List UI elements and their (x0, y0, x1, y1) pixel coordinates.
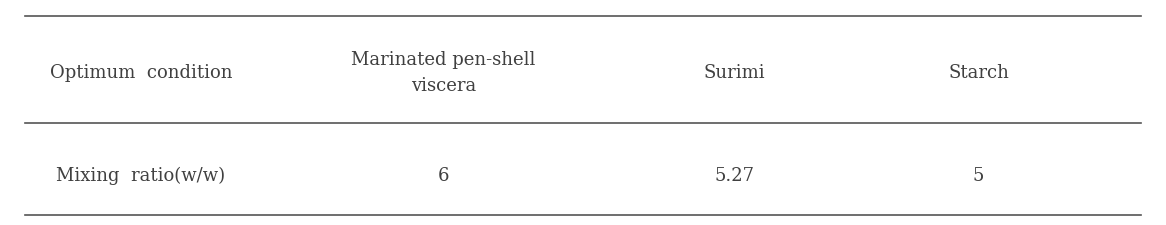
Text: 5.27: 5.27 (715, 166, 754, 184)
Text: 5: 5 (972, 166, 984, 184)
Text: Marinated pen-shell
viscera: Marinated pen-shell viscera (351, 50, 535, 94)
Text: Mixing  ratio(w/w): Mixing ratio(w/w) (56, 166, 225, 184)
Text: Starch: Starch (948, 63, 1009, 81)
Text: Optimum  condition: Optimum condition (50, 63, 232, 81)
Text: 6: 6 (437, 166, 449, 184)
Text: Surimi: Surimi (703, 63, 765, 81)
